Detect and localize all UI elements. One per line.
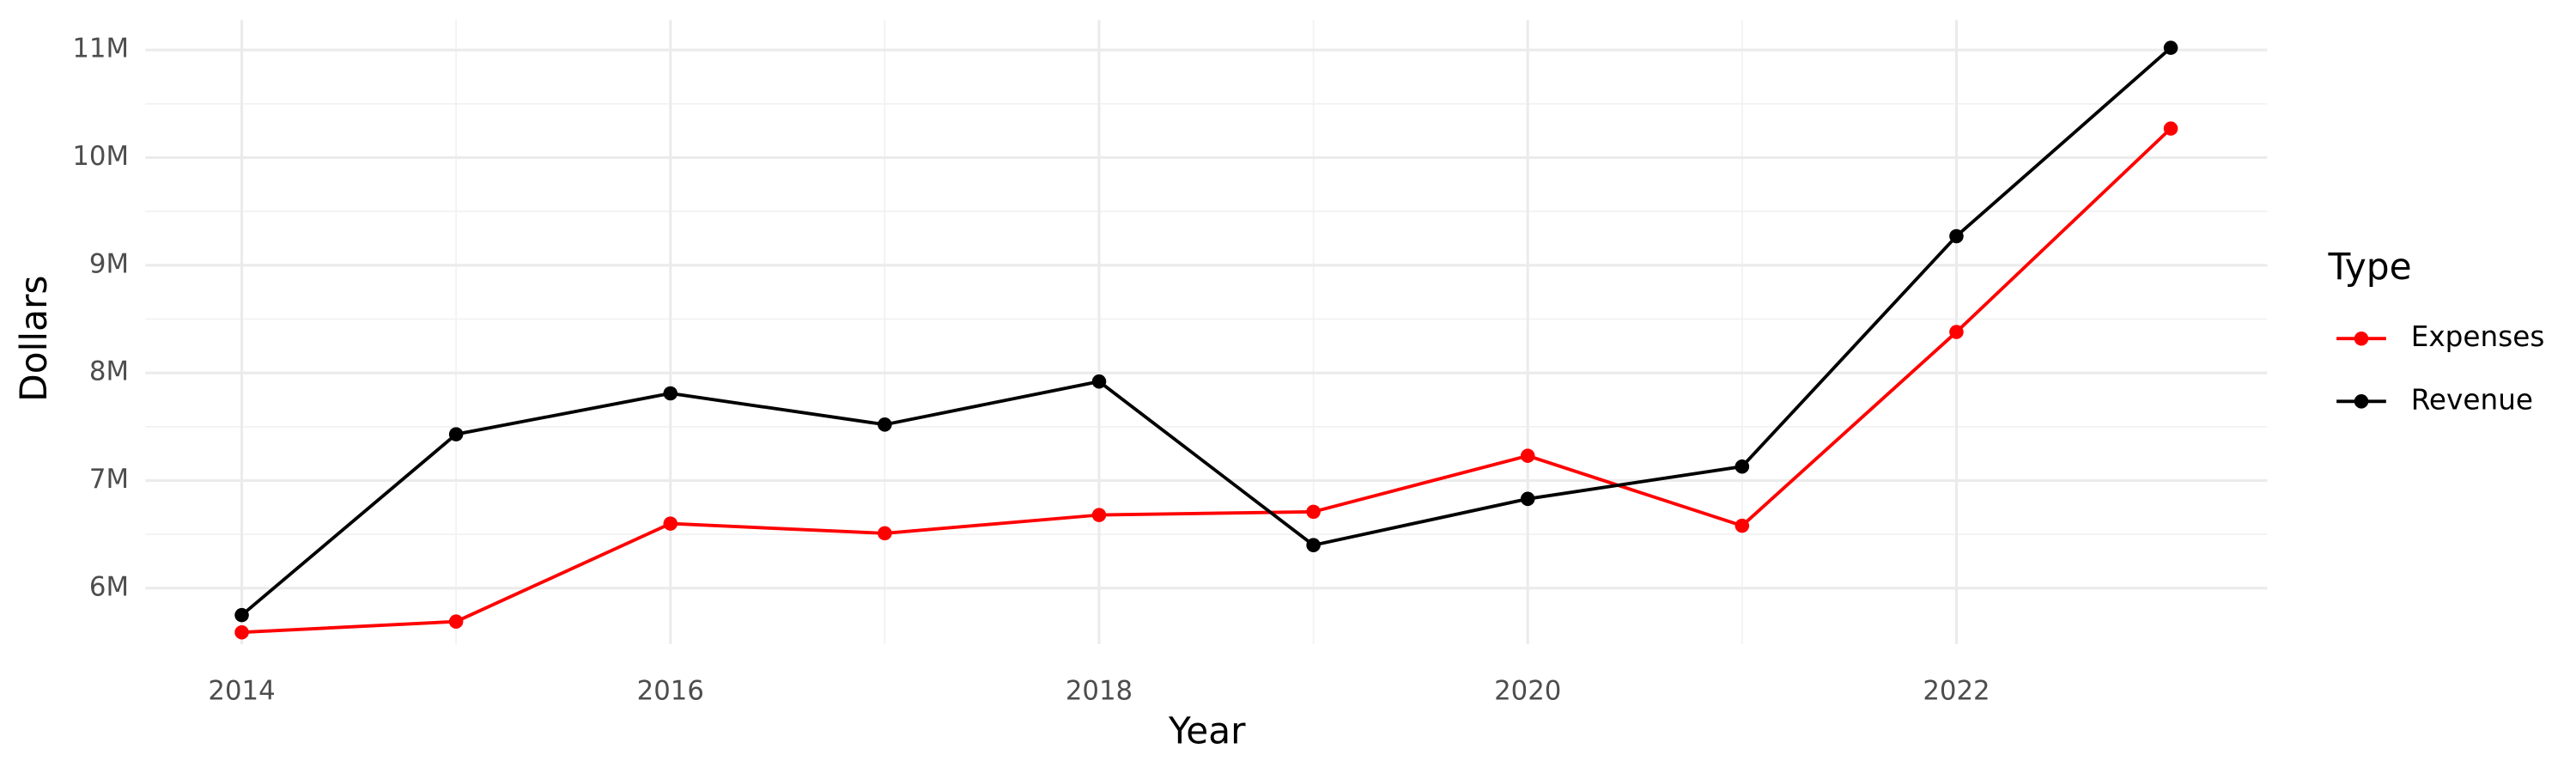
data-point	[2163, 40, 2178, 55]
y-axis-title: Dollars	[13, 276, 55, 402]
data-point	[1735, 459, 1750, 474]
x-tick-label: 2014	[208, 675, 275, 706]
x-tick-label: 2020	[1494, 675, 1561, 706]
x-tick-label: 2016	[637, 675, 704, 706]
y-tick-label: 9M	[89, 248, 129, 279]
legend-label: Expenses	[2411, 320, 2545, 353]
data-point	[1520, 491, 1535, 507]
series-line	[241, 127, 2172, 635]
data-point	[1949, 228, 1964, 244]
data-point	[878, 526, 892, 541]
data-point	[1306, 538, 1321, 552]
y-tick-label: 6M	[89, 571, 129, 602]
data-point	[1949, 325, 1964, 339]
data-point	[1306, 504, 1321, 520]
legend-key-point	[2354, 331, 2369, 346]
data-point	[1091, 508, 1107, 522]
data-point	[1735, 518, 1750, 533]
data-point	[663, 386, 678, 401]
x-tick-label: 2022	[1923, 675, 1990, 706]
series-line	[240, 46, 2172, 617]
y-tick-label: 8M	[89, 356, 129, 387]
data-point	[2163, 121, 2178, 136]
legend-title: Type	[2328, 246, 2412, 288]
y-tick-label: 10M	[72, 141, 129, 172]
data-point	[1520, 448, 1535, 463]
x-axis-title: Year	[1168, 709, 1246, 752]
data-point	[878, 417, 892, 432]
data-point	[234, 624, 249, 640]
y-tick-label: 7M	[89, 464, 129, 495]
data-point	[448, 427, 464, 441]
x-tick-label: 2018	[1066, 675, 1133, 706]
legend-label: Revenue	[2411, 383, 2533, 416]
data-point	[448, 614, 464, 629]
data-point	[1091, 374, 1107, 389]
y-tick-label: 11M	[72, 33, 129, 64]
legend-key-point	[2354, 394, 2369, 409]
data-point	[234, 607, 249, 623]
data-point	[663, 516, 678, 531]
